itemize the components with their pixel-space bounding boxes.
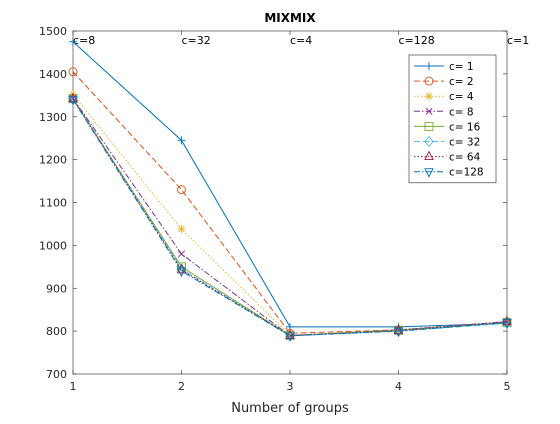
- y-tick-label: 1400: [39, 68, 67, 81]
- legend-label: c=128: [449, 167, 484, 179]
- x-axis-label: Number of groups: [231, 401, 349, 416]
- legend-label: c= 1: [449, 61, 474, 73]
- y-tick-label: 900: [46, 282, 67, 295]
- legend-label: c= 32: [449, 137, 480, 149]
- annotation-label: c=4: [290, 34, 312, 47]
- legend-label: c= 2: [449, 76, 474, 88]
- annotation-label: c=1: [507, 34, 529, 47]
- y-tick-label: 1200: [39, 154, 67, 167]
- legend: c= 1 c= 2 c= 4 c= 8 c= 16 c= 32 c= 64 c=128: [409, 55, 496, 183]
- annotation-label: c=128: [399, 34, 435, 47]
- legend-label: c= 64: [449, 152, 481, 164]
- annotation-label: c=32: [182, 34, 211, 47]
- y-tick-label: 1000: [39, 239, 67, 252]
- y-tick-label: 1500: [39, 25, 67, 38]
- x-tick-label: 1: [70, 380, 77, 393]
- chart-title: MIXMIX: [264, 11, 316, 25]
- x-tick-label: 4: [395, 380, 402, 393]
- y-tick-label: 700: [46, 368, 67, 381]
- legend-label: c= 4: [449, 91, 474, 103]
- legend-box: [409, 55, 496, 183]
- legend-label: c= 16: [449, 121, 481, 133]
- y-tick-label: 1100: [39, 197, 67, 210]
- y-tick-label: 800: [46, 325, 67, 338]
- x-tick-label: 5: [504, 380, 511, 393]
- x-tick-label: 2: [178, 380, 185, 393]
- data-point-marker: [178, 225, 186, 233]
- x-tick-label: 3: [287, 380, 294, 393]
- legend-label: c= 8: [449, 106, 474, 118]
- y-tick-label: 1300: [39, 111, 67, 124]
